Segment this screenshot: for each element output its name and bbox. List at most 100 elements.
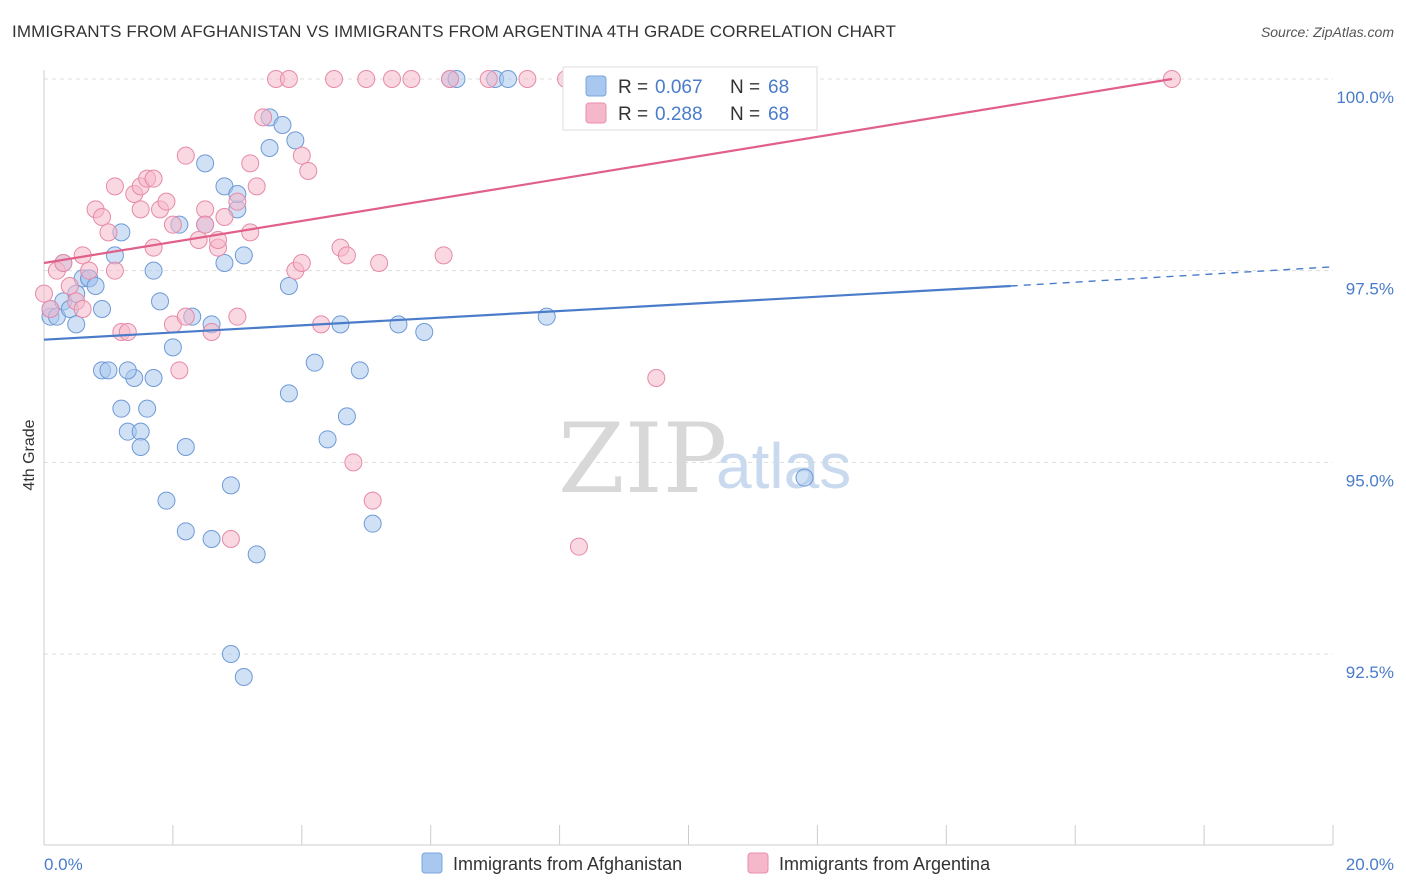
trend-line-afghanistan-extension	[1010, 266, 1334, 287]
point-afghanistan	[176, 438, 195, 456]
point-afghanistan	[112, 399, 131, 418]
point-afghanistan	[234, 246, 253, 265]
point-argentina	[99, 223, 118, 242]
point-afghanistan	[363, 514, 382, 533]
legend-n-label-1: N =	[730, 104, 760, 125]
point-argentina	[370, 254, 389, 272]
point-afghanistan	[234, 668, 253, 686]
point-argentina	[254, 108, 273, 127]
legend-n-value-1: 68	[768, 104, 789, 125]
legend-swatch-argentina	[585, 102, 607, 124]
point-afghanistan	[337, 407, 356, 426]
point-argentina	[292, 146, 311, 165]
point-argentina	[518, 70, 537, 88]
series-argentina-points	[35, 70, 1181, 556]
point-afghanistan	[318, 430, 337, 449]
point-afghanistan	[131, 422, 150, 441]
bottom-legend-swatch-argentina	[747, 852, 769, 874]
point-afghanistan	[202, 530, 221, 548]
point-argentina	[383, 70, 402, 88]
point-argentina	[228, 307, 247, 326]
series-afghanistan-points	[41, 70, 814, 686]
point-argentina	[93, 208, 112, 226]
point-argentina	[569, 537, 588, 556]
point-argentina	[41, 300, 60, 318]
point-afghanistan	[350, 361, 369, 380]
point-afghanistan	[144, 369, 163, 387]
point-afghanistan	[93, 300, 112, 318]
point-afghanistan	[151, 292, 170, 311]
point-afghanistan	[196, 154, 215, 173]
legend-n-label-0: N =	[730, 77, 760, 98]
y-tick-label: 95.0%	[1346, 471, 1394, 490]
point-afghanistan	[305, 353, 324, 372]
watermark-zip: ZIP	[558, 403, 727, 515]
point-argentina	[247, 177, 266, 196]
legend-swatch-afghanistan	[585, 75, 607, 97]
point-afghanistan	[118, 361, 137, 380]
point-argentina	[228, 192, 247, 211]
point-argentina	[221, 530, 240, 548]
point-afghanistan	[273, 116, 292, 134]
point-argentina	[479, 70, 498, 88]
point-afghanistan	[279, 384, 298, 403]
point-argentina	[363, 491, 382, 510]
point-argentina	[54, 254, 73, 272]
y-tick-label: 92.5%	[1346, 663, 1394, 682]
point-afghanistan	[279, 277, 298, 295]
point-afghanistan	[795, 468, 814, 487]
x-ticks	[43, 825, 1334, 845]
point-argentina	[357, 70, 376, 88]
legend-r-value-0: 0.067	[655, 77, 703, 98]
point-argentina	[647, 369, 666, 387]
point-afghanistan	[144, 261, 163, 280]
point-afghanistan	[163, 338, 182, 357]
point-afghanistan	[176, 522, 195, 541]
point-afghanistan	[221, 476, 240, 495]
point-argentina	[105, 177, 124, 196]
point-argentina	[325, 70, 344, 88]
watermark: ZIP atlas	[558, 403, 851, 515]
point-argentina	[441, 70, 460, 88]
point-afghanistan	[499, 70, 518, 88]
point-argentina	[157, 192, 176, 211]
point-argentina	[144, 238, 163, 257]
point-afghanistan	[157, 491, 176, 510]
x-tick-label-max: 20.0%	[1346, 855, 1394, 874]
point-argentina	[402, 70, 421, 88]
point-argentina	[131, 200, 150, 219]
bottom-legend: Immigrants from Afghanistan Immigrants f…	[421, 852, 991, 874]
point-afghanistan	[67, 315, 86, 334]
point-argentina	[73, 300, 92, 318]
y-tick-label: 97.5%	[1346, 280, 1394, 299]
watermark-atlas: atlas	[716, 430, 851, 502]
trend-line-argentina	[43, 77, 1173, 265]
y-axis-label: 4th Grade	[21, 419, 38, 490]
point-argentina	[241, 223, 260, 242]
point-argentina	[241, 154, 260, 173]
trend-lines	[43, 77, 1334, 341]
chart-source: Source: ZipAtlas.com	[1260, 24, 1394, 40]
legend-r-value-1: 0.288	[655, 104, 703, 125]
bottom-legend-label-afghanistan: Immigrants from Afghanistan	[453, 854, 682, 874]
point-argentina	[202, 323, 221, 341]
point-afghanistan	[286, 131, 305, 150]
point-argentina	[35, 284, 53, 303]
point-argentina	[189, 231, 208, 249]
point-argentina	[163, 215, 182, 234]
point-afghanistan	[215, 254, 234, 272]
point-argentina	[176, 146, 195, 165]
point-afghanistan	[221, 645, 240, 663]
point-argentina	[279, 70, 298, 88]
point-argentina	[299, 162, 318, 180]
point-argentina	[196, 215, 215, 234]
point-argentina	[170, 361, 189, 380]
legend-r-label-0: R =	[618, 77, 648, 98]
trend-line-afghanistan	[43, 284, 1011, 341]
point-argentina	[292, 254, 311, 272]
legend: R = 0.067 N = 68 R = 0.288 N = 68	[562, 66, 818, 131]
point-afghanistan	[260, 139, 279, 157]
point-argentina	[176, 307, 195, 326]
point-argentina	[144, 169, 163, 188]
